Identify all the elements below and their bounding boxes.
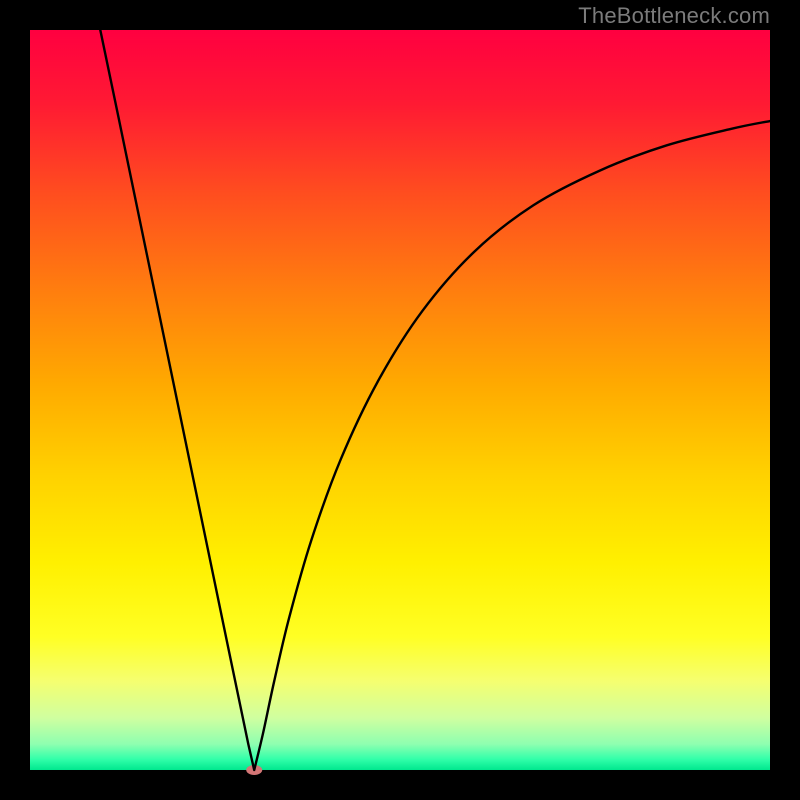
chart-frame: TheBottleneck.com — [0, 0, 800, 800]
plot-background — [30, 30, 770, 770]
chart-svg — [0, 0, 800, 800]
